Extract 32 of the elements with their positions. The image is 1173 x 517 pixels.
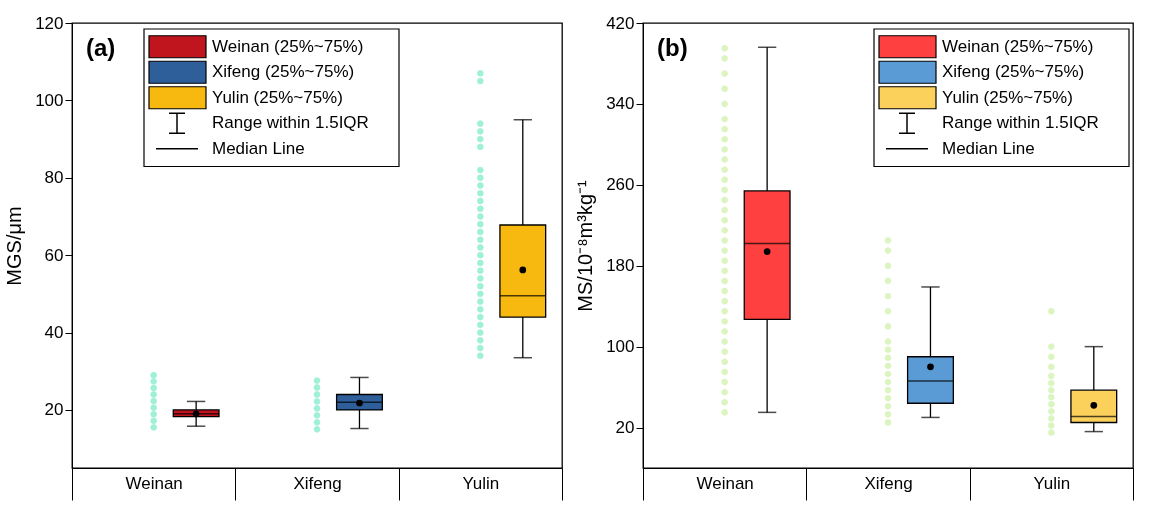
chart-title: (b) — [657, 34, 688, 61]
legend-label: Yulin (25%~75%) — [942, 87, 1073, 107]
annotation: Range within 1.5IQR — [942, 113, 1099, 133]
legend-label: Weinan (25%~75%) — [942, 36, 1094, 56]
x-tick-label: Xifeng — [293, 473, 342, 493]
y-tick-label: 120 — [35, 13, 64, 33]
annotation: Median Line — [212, 138, 305, 158]
y-axis-title: MGS/μm — [3, 206, 26, 286]
y-tick-label: 60 — [44, 245, 64, 265]
text: (a) — [86, 34, 116, 61]
legend-label: Yulin (25%~75%) — [212, 87, 343, 107]
y-tick-label: 180 — [606, 256, 635, 276]
y-tick-label: 100 — [35, 90, 64, 110]
y-tick-label: 80 — [44, 168, 64, 188]
y-axis-title: MS/10⁻⁸m³kg⁻¹ — [574, 179, 597, 312]
annotation: Range within 1.5IQR — [212, 113, 369, 133]
legend-label: Weinan (25%~75%) — [212, 36, 364, 56]
x-tick-label: Weinan — [696, 473, 754, 493]
x-tick-label: Weinan — [125, 473, 183, 493]
y-tick-label: 260 — [606, 175, 635, 195]
y-tick-label: 20 — [615, 418, 635, 438]
x-tick-label: Xifeng — [864, 473, 913, 493]
y-tick-label: 100 — [606, 337, 635, 357]
x-tick-label: Yulin — [462, 473, 500, 493]
annotation: Median Line — [942, 138, 1035, 158]
x-tick-label: Yulin — [1033, 473, 1071, 493]
y-tick-label: 20 — [44, 400, 64, 420]
legend-label: Xifeng (25%~75%) — [942, 62, 1085, 82]
legend-label: Xifeng (25%~75%) — [212, 62, 355, 82]
y-tick-label: 420 — [606, 13, 635, 33]
y-tick-label: 340 — [606, 94, 635, 114]
y-tick-label: 40 — [44, 323, 64, 343]
